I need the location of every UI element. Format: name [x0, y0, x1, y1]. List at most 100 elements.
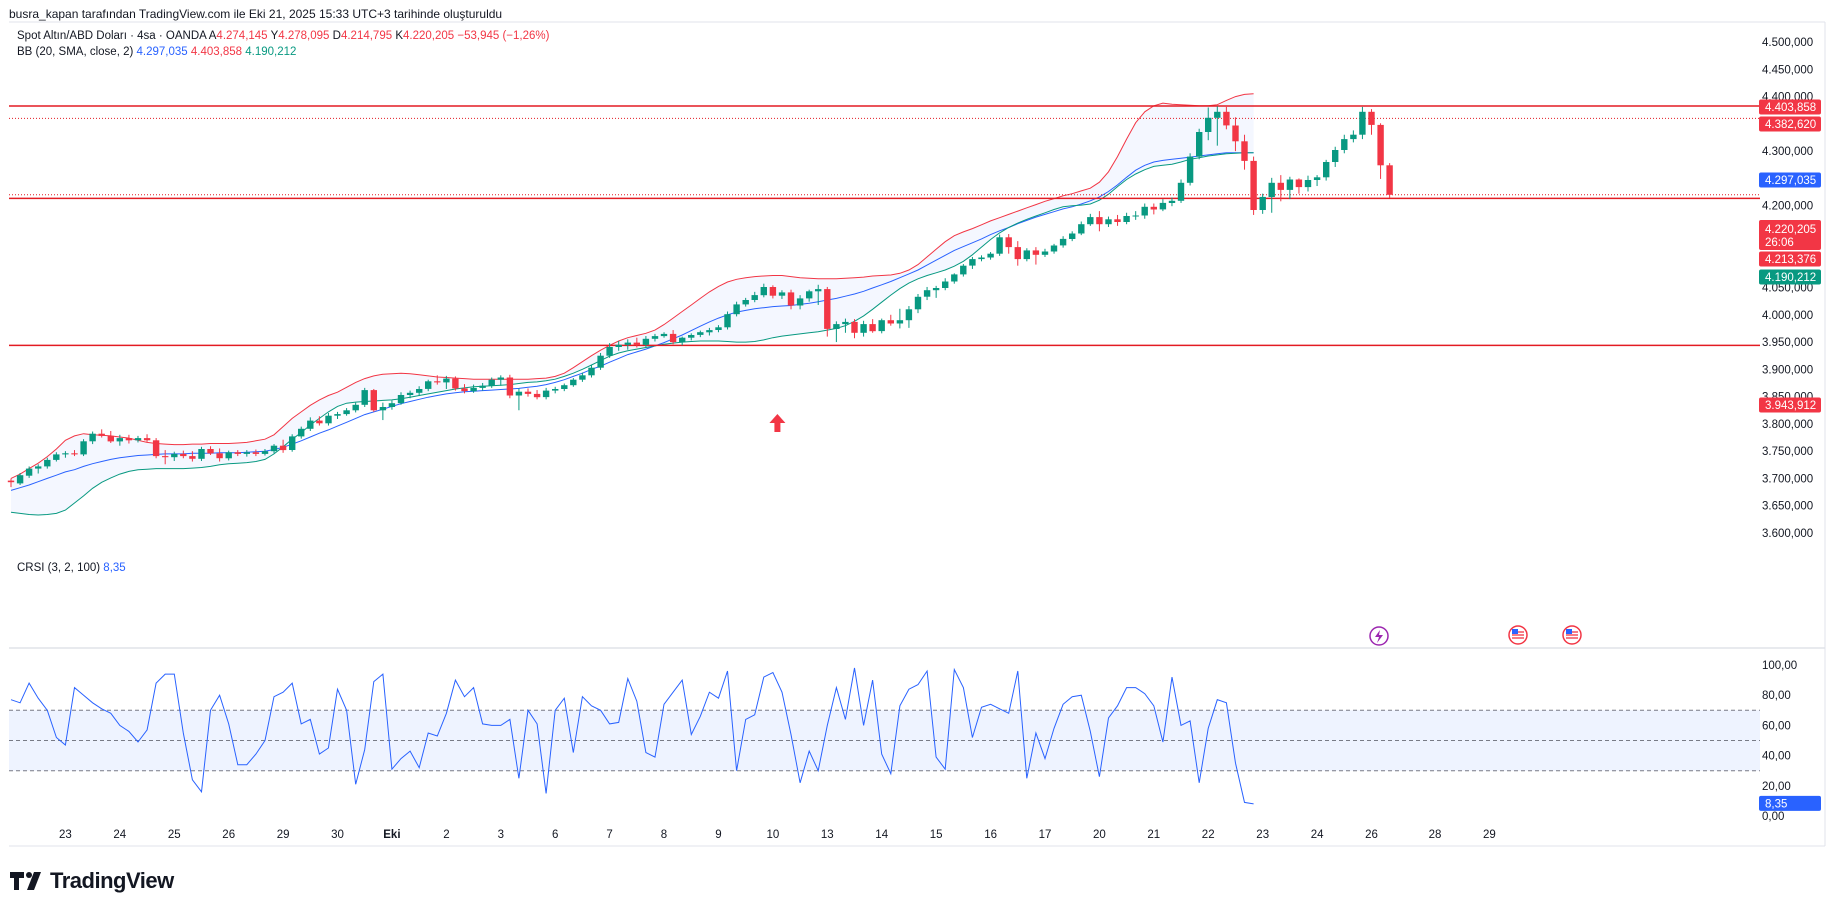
candle-body	[1368, 111, 1375, 125]
us-flag-event-icon[interactable]	[1508, 625, 1528, 645]
price-axis-label: 3.600,000	[1762, 528, 1813, 540]
bb-upper-badge[interactable]: 4.403,858	[1759, 99, 1821, 115]
candle-body	[669, 333, 677, 343]
candle-body	[216, 453, 223, 459]
candle	[824, 286, 831, 337]
price-axis-label: 4.300,000	[1762, 146, 1813, 158]
candle-body	[497, 377, 504, 380]
candle	[1313, 175, 1321, 187]
price-axis-label: 3.800,000	[1762, 419, 1813, 431]
candle	[298, 426, 305, 439]
candle	[443, 375, 450, 389]
crsi-axis-label: 40,00	[1762, 751, 1791, 763]
candle	[1259, 193, 1266, 214]
candle-body	[270, 445, 278, 452]
candle	[397, 392, 405, 405]
candle-body	[833, 324, 840, 329]
candle-body	[815, 289, 822, 292]
candle-body	[189, 456, 196, 459]
us-flag-event-icon[interactable]	[1562, 625, 1582, 645]
crsi-axis-label: 0,00	[1762, 811, 1784, 823]
time-axis-label: 13	[821, 829, 834, 841]
time-axis-label: 14	[875, 829, 888, 841]
candle-body	[1177, 182, 1185, 201]
candle	[1250, 156, 1257, 215]
candle	[1141, 203, 1148, 219]
earnings-event-icon[interactable]	[1369, 626, 1389, 646]
resistance-badge[interactable]: 4.382,620	[1759, 116, 1821, 132]
candle	[16, 472, 24, 485]
price-axis-label: 3.650,000	[1762, 501, 1813, 513]
candle-body	[1332, 150, 1339, 162]
candle-body	[261, 451, 269, 454]
time-axis-label: 2	[443, 829, 449, 841]
symbol-legend: Spot Altın/ABD Doları · 4sa · OANDA A4.2…	[17, 30, 549, 42]
candle-body	[16, 475, 24, 484]
candle	[697, 330, 704, 338]
candle	[787, 289, 795, 310]
support-lower-badge-text: 3.943,912	[1765, 400, 1816, 412]
countdown-text: 26:06	[1765, 237, 1794, 249]
candle	[1341, 134, 1348, 154]
tradingview-logo[interactable]: TradingView	[10, 868, 174, 894]
candle-body	[552, 389, 559, 391]
candle	[1078, 221, 1085, 236]
candle	[416, 386, 423, 397]
chart-author-line: busra_kapan tarafından TradingView.com i…	[9, 7, 503, 21]
candle	[134, 435, 142, 443]
candle	[1041, 248, 1049, 257]
candle-body	[824, 289, 831, 329]
candle-body	[787, 292, 795, 306]
candle	[89, 431, 96, 445]
candle-body	[1159, 202, 1167, 210]
candle-body	[742, 300, 749, 305]
support-lower-badge-bg	[1759, 397, 1821, 413]
crsi-badge[interactable]: 8,35	[1759, 795, 1821, 811]
bb-label[interactable]: BB (20, SMA, close, 2)	[17, 46, 134, 58]
candle	[171, 451, 178, 461]
candle-body	[1096, 217, 1103, 225]
candle-body	[470, 387, 477, 392]
candle	[334, 411, 341, 419]
candle-body	[89, 433, 96, 442]
candle	[815, 284, 822, 305]
support-upper-badge[interactable]: 4.213,376	[1759, 251, 1821, 267]
time-axis-label: 30	[331, 829, 344, 841]
candle	[1377, 123, 1384, 179]
candle	[1277, 175, 1284, 202]
candle-body	[561, 385, 568, 389]
candle	[679, 336, 686, 346]
candle-body	[1241, 141, 1248, 161]
candle	[742, 297, 749, 307]
candle-body	[542, 390, 550, 398]
candle-body	[1313, 177, 1321, 180]
candle-body	[923, 290, 931, 297]
candle-body	[1141, 206, 1148, 216]
crsi-label[interactable]: CRSI (3, 2, 100)	[17, 562, 101, 574]
candle-body	[842, 321, 849, 325]
candle	[606, 343, 613, 358]
candle	[951, 273, 958, 284]
support-lower-badge[interactable]: 3.943,912	[1759, 397, 1821, 413]
candle	[615, 340, 622, 351]
bb-lower-badge[interactable]: 4.190,212	[1759, 269, 1821, 285]
crsi-axis-label: 80,00	[1762, 690, 1791, 702]
candle	[796, 295, 804, 310]
candle	[143, 434, 151, 442]
symbol-name[interactable]: Spot Altın/ABD Doları · 4sa · OANDA	[17, 30, 207, 42]
candle	[1232, 117, 1239, 152]
candle	[1223, 106, 1230, 130]
candle-body	[125, 438, 133, 441]
candle-body	[1214, 111, 1221, 118]
time-axis-label: 23	[59, 829, 72, 841]
candle-body	[44, 459, 51, 467]
bb-mid-badge[interactable]: 4.297,035	[1759, 172, 1821, 188]
candle-body	[1223, 111, 1230, 126]
candle	[1069, 231, 1076, 242]
candle-body	[987, 253, 994, 258]
candle	[1014, 241, 1021, 266]
candle	[542, 387, 550, 400]
support-upper-badge-bg	[1759, 251, 1821, 267]
